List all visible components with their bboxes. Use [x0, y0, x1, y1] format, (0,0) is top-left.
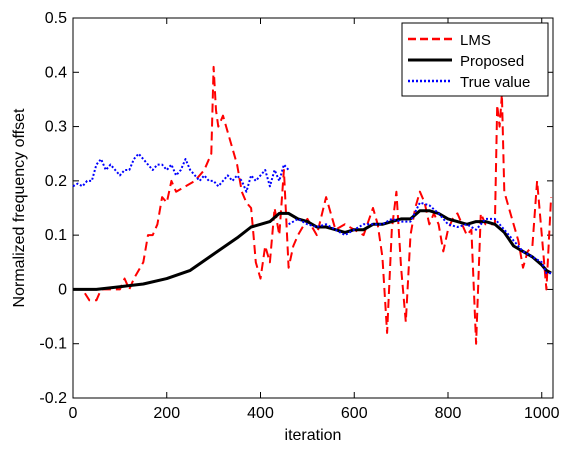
y-tick-label: 0.1	[45, 227, 67, 244]
x-tick-label: 200	[153, 405, 180, 422]
x-tick-label: 600	[341, 405, 368, 422]
legend-lms-label: LMS	[460, 32, 491, 49]
series-line-lms	[73, 65, 553, 345]
series-line-true-value	[72, 152, 552, 275]
legend-proposed-label: Proposed	[460, 53, 524, 70]
y-axis-label: Normalized frequency offset	[11, 108, 28, 307]
y-tick-label: 0.5	[45, 10, 67, 27]
x-tick-label: 1000	[524, 405, 560, 422]
x-tick-label: 800	[435, 405, 462, 422]
y-tick-label: 0.4	[45, 64, 67, 81]
series-layer	[72, 65, 553, 345]
series-line-proposed	[73, 209, 552, 291]
y-axis-ticks: -0.2 -0.1 0 0.1 0.2 0.3 0.4 0.5	[39, 10, 553, 407]
legend-true-value-label: True value	[460, 74, 530, 91]
x-axis-label: iteration	[285, 427, 342, 444]
y-tick-label: 0	[58, 281, 67, 298]
y-tick-label: 0.2	[45, 173, 67, 190]
y-tick-label: 0.3	[45, 119, 67, 136]
x-tick-label: 0	[69, 405, 78, 422]
y-tick-label: -0.2	[39, 390, 67, 407]
x-tick-label: 400	[247, 405, 274, 422]
y-tick-label: -0.1	[39, 336, 67, 353]
x-axis-ticks: 0 200 400 600 800 1000	[69, 18, 560, 422]
legend: LMS Proposed True value	[401, 22, 549, 97]
